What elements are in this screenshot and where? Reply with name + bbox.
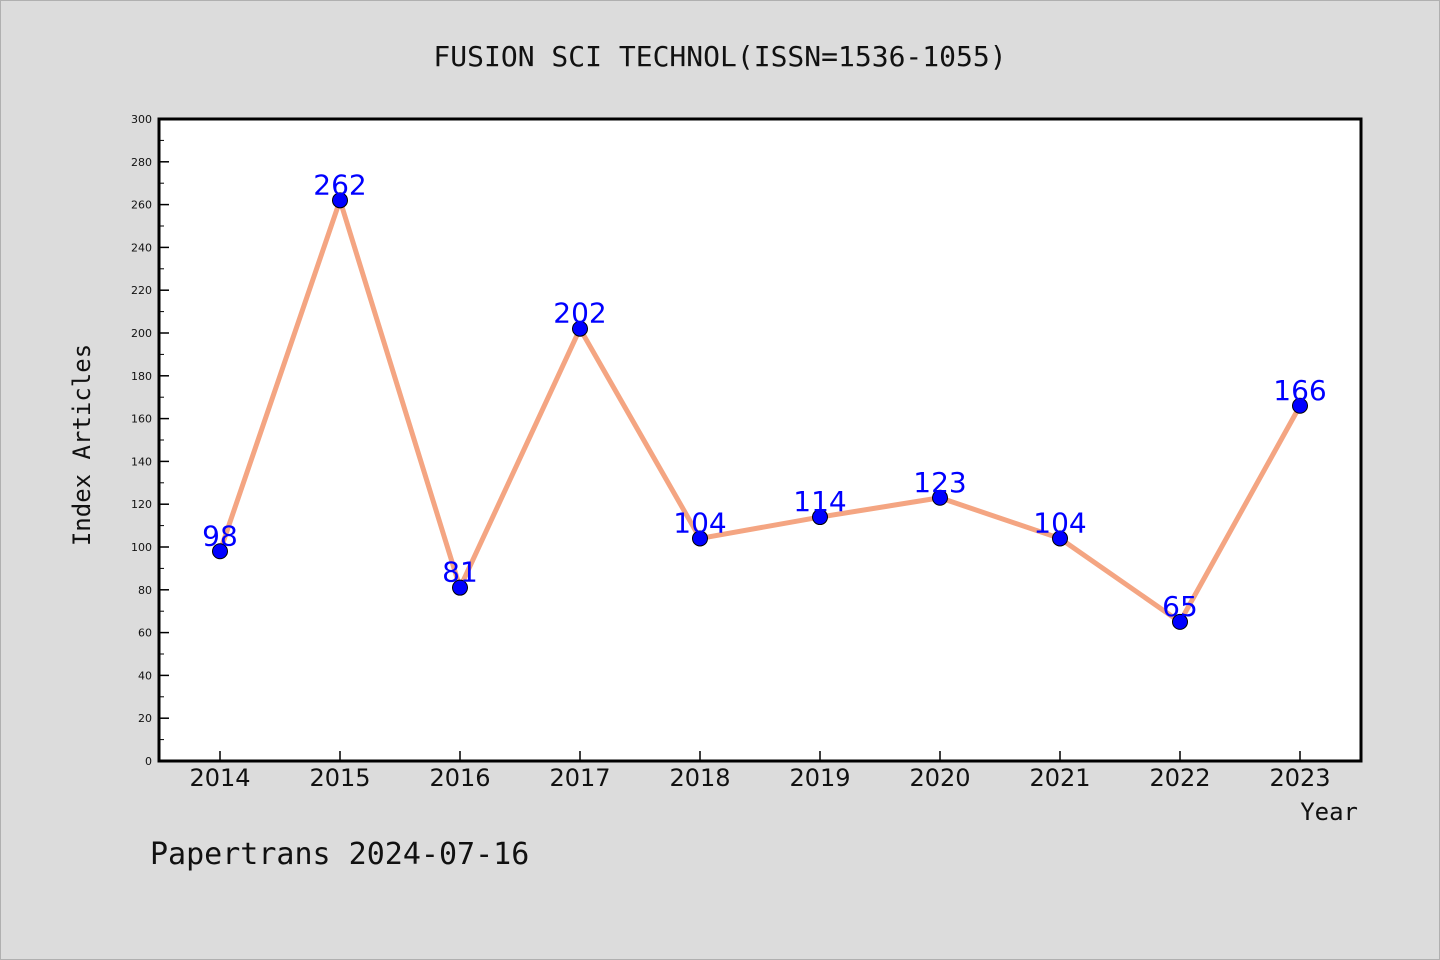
y-tick-label: 160 bbox=[131, 413, 152, 426]
y-tick-label: 260 bbox=[131, 199, 152, 212]
series-layer: 98 262 81 202 104 114 123 104 65 166 bbox=[202, 168, 1327, 630]
x-tick-label: 2014 bbox=[189, 764, 250, 792]
data-point bbox=[452, 579, 468, 596]
x-axis: 2014 2015 2016 2017 2018 2019 2020 2021 2022 2023 bbox=[189, 751, 1331, 792]
data-point bbox=[572, 320, 588, 337]
data-label: 104 bbox=[1033, 506, 1086, 539]
chart-title: FUSION SCI TECHNOL(ISSN=1536-1055) bbox=[433, 40, 1006, 73]
x-tick-label: 2018 bbox=[669, 764, 730, 792]
y-tick-label: 80 bbox=[138, 584, 152, 597]
data-label: 166 bbox=[1273, 374, 1326, 407]
y-tick-label: 120 bbox=[131, 498, 152, 511]
x-tick-label: 2023 bbox=[1269, 764, 1330, 792]
x-tick-label: 2016 bbox=[429, 764, 490, 792]
y-tick-label: 180 bbox=[131, 370, 152, 383]
y-tick-label: 20 bbox=[138, 712, 152, 725]
y-tick-label: 0 bbox=[145, 755, 152, 768]
data-point bbox=[932, 489, 948, 506]
y-tick-label: 220 bbox=[131, 284, 152, 297]
y-axis-label: Index Articles bbox=[68, 344, 96, 546]
y-tick-label: 300 bbox=[131, 113, 152, 126]
x-tick-label: 2015 bbox=[309, 764, 370, 792]
y-tick-label: 240 bbox=[131, 241, 152, 254]
data-label: 65 bbox=[1162, 590, 1198, 623]
data-label: 81 bbox=[442, 556, 478, 589]
y-tick-label: 200 bbox=[131, 327, 152, 340]
data-point bbox=[212, 543, 228, 560]
data-label: 98 bbox=[202, 519, 238, 552]
data-label: 123 bbox=[913, 466, 966, 499]
data-label: 104 bbox=[673, 506, 726, 539]
y-axis: 0 20 40 60 80 100 120 140 160 180 200 220 240 260 280 3… bbox=[131, 113, 169, 768]
data-point bbox=[692, 530, 708, 547]
y-tick-label: 40 bbox=[138, 669, 152, 682]
footer-watermark: Papertrans 2024-07-16 bbox=[150, 837, 529, 872]
y-tick-label: 60 bbox=[138, 627, 152, 640]
x-tick-label: 2019 bbox=[789, 764, 850, 792]
data-point bbox=[332, 192, 348, 209]
data-label: 202 bbox=[553, 297, 606, 330]
x-axis-label: Year bbox=[1300, 798, 1358, 826]
series-line bbox=[217, 197, 1303, 625]
data-point bbox=[812, 509, 828, 526]
y-tick-label: 280 bbox=[131, 156, 152, 169]
x-tick-label: 2017 bbox=[549, 764, 610, 792]
data-point bbox=[1172, 613, 1188, 630]
y-tick-label: 100 bbox=[131, 541, 152, 554]
plot-area bbox=[157, 117, 1363, 763]
x-tick-label: 2020 bbox=[909, 764, 970, 792]
data-point bbox=[1292, 397, 1308, 414]
y-tick-label: 140 bbox=[131, 455, 152, 468]
data-label: 114 bbox=[793, 485, 846, 518]
data-label: 262 bbox=[313, 168, 366, 201]
data-point bbox=[1052, 530, 1068, 547]
x-tick-label: 2021 bbox=[1029, 764, 1090, 792]
x-tick-label: 2022 bbox=[1149, 764, 1210, 792]
